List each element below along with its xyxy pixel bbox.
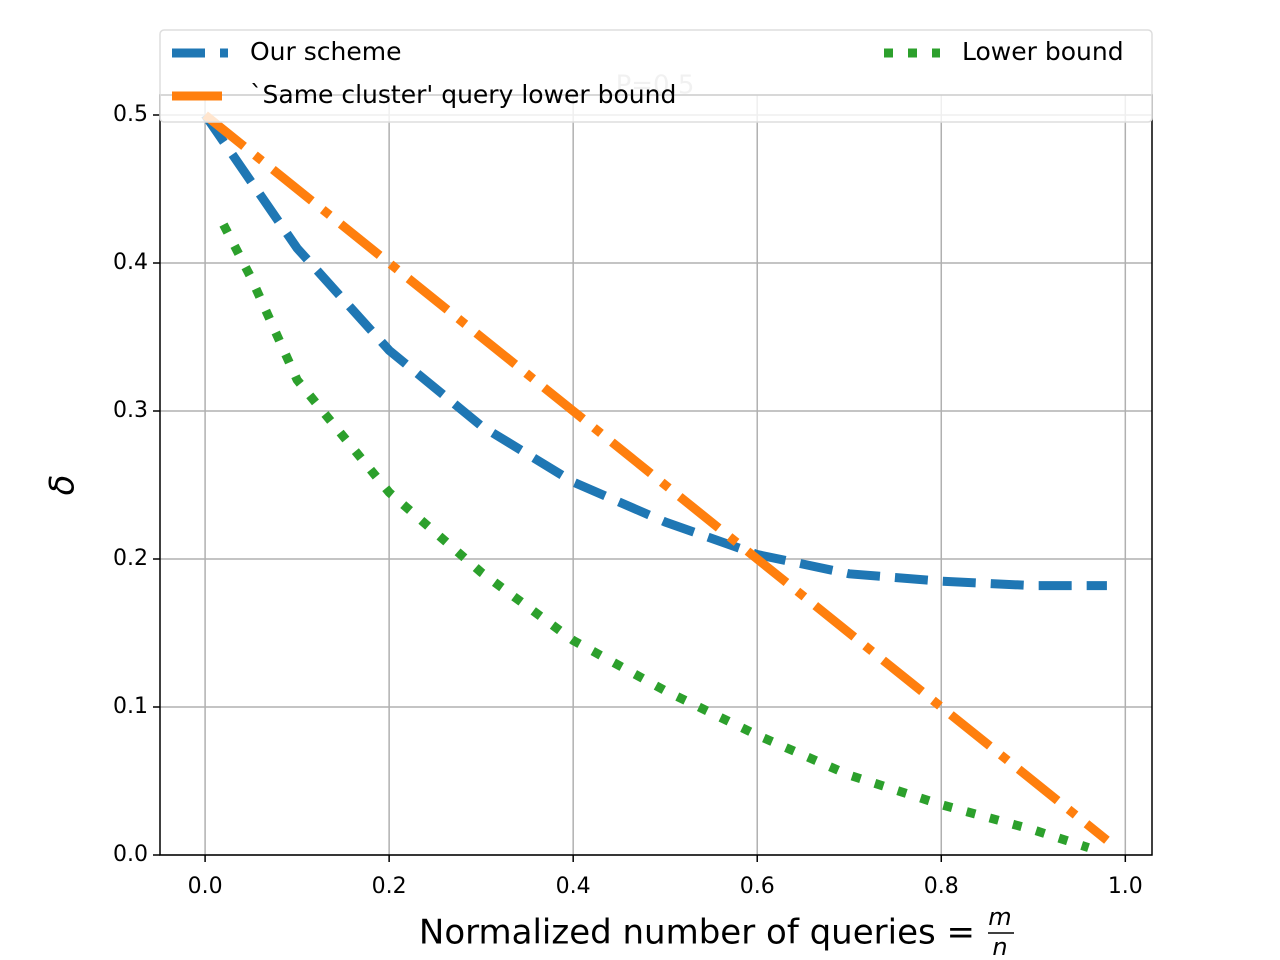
y-tick-label: 0.5 bbox=[113, 102, 148, 127]
line-series bbox=[201, 112, 1107, 591]
legend-label: `Same cluster' query lower bound bbox=[250, 80, 676, 109]
x-axis-label: Normalized number of queries = bbox=[419, 913, 975, 953]
x-tick-label: 0.8 bbox=[924, 874, 959, 899]
y-tick-label: 0.3 bbox=[113, 398, 148, 423]
y-axis-label: δ bbox=[43, 475, 83, 496]
legend-label: Our scheme bbox=[250, 37, 401, 66]
x-axis-label-denominator: n bbox=[992, 933, 1007, 960]
line-series bbox=[202, 111, 1110, 844]
x-axis-label-numerator: m bbox=[988, 903, 1011, 931]
legend-label: Lower bound bbox=[962, 37, 1124, 66]
legend: Our scheme `Same cluster' query lower bou… bbox=[159, 29, 1153, 123]
y-tick-label: 0.0 bbox=[113, 842, 148, 867]
plot-frame bbox=[159, 94, 1153, 856]
x-tick-label: 0.2 bbox=[372, 874, 407, 899]
x-tick-label: 0.0 bbox=[188, 874, 223, 899]
line-series bbox=[219, 222, 1090, 852]
y-tick-label: 0.1 bbox=[113, 694, 148, 719]
x-tick-label: 1.0 bbox=[1108, 874, 1143, 899]
x-tick-label: 0.4 bbox=[556, 874, 591, 899]
plot-lines bbox=[201, 111, 1110, 852]
x-tick-label: 0.6 bbox=[740, 874, 775, 899]
legend-box bbox=[159, 29, 1153, 123]
y-tick-label: 0.4 bbox=[113, 250, 148, 275]
y-tick-label: 0.2 bbox=[113, 546, 148, 571]
